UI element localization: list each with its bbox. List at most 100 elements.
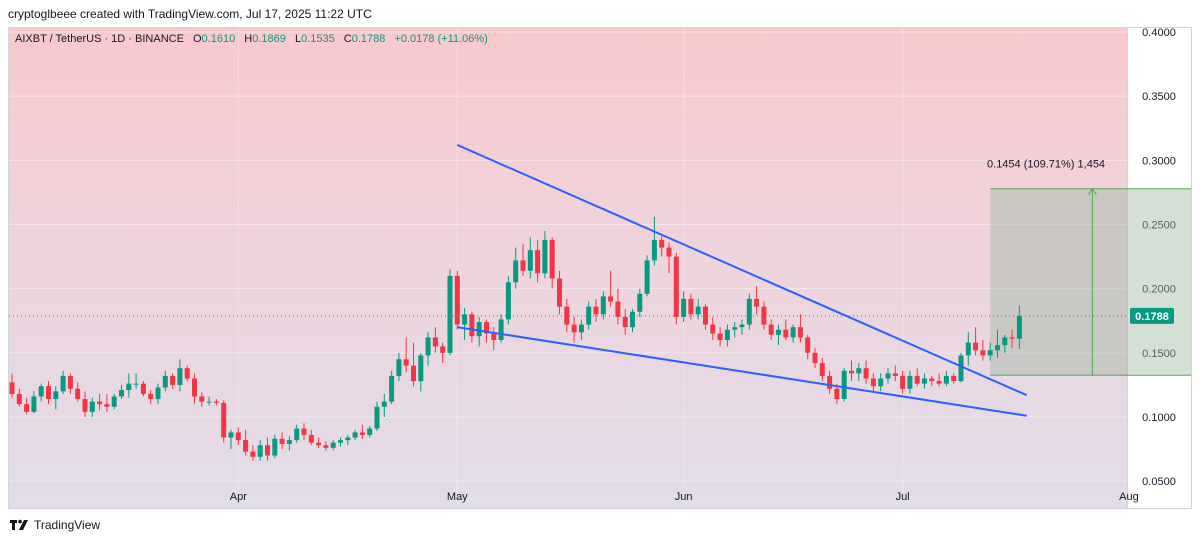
x-tick-label: Aug (1119, 491, 1139, 503)
candle-body (513, 260, 519, 283)
candle-body (1009, 337, 1015, 339)
candle-body (995, 345, 1000, 351)
candle-body (724, 329, 730, 340)
candle-body (542, 239, 548, 274)
candle-body (907, 375, 913, 389)
candle-body (294, 428, 300, 441)
trendline (457, 326, 1027, 417)
candle-body (257, 445, 263, 457)
candle-body (411, 365, 416, 382)
price-chart[interactable]: 0.0500 0.1000 0.1500 0.2000 0.2500 0.3000 0.35… (9, 28, 1192, 509)
chart-credit: cryptoglbeee created with TradingView.co… (8, 7, 372, 21)
plot-area[interactable] (9, 28, 1127, 508)
candle-body (878, 378, 884, 387)
legend-open: 0.1610 (201, 33, 236, 45)
candle-body (279, 438, 285, 444)
candle-body (739, 324, 745, 328)
y-tick-label: 0.2000 (1142, 284, 1176, 296)
candle-body (301, 428, 307, 435)
candle-body (53, 391, 59, 400)
candle-body (863, 368, 869, 379)
candle-body (97, 401, 103, 405)
tradingview-brand[interactable]: TradingView (10, 518, 100, 532)
candle-body (308, 434, 314, 443)
candle-body (243, 440, 249, 452)
candle-body (447, 275, 453, 353)
y-tick-label: 0.0500 (1142, 476, 1176, 488)
candle-body (221, 402, 227, 438)
candle-body (235, 432, 241, 441)
candle-body (38, 386, 44, 397)
last-price-badge (1130, 307, 1174, 324)
candle-body (732, 327, 738, 330)
candle-body (469, 314, 475, 337)
x-tick-label: Jul (896, 491, 910, 503)
candle-body (367, 428, 373, 435)
x-tick-label: May (447, 491, 468, 503)
candle-body (615, 301, 621, 317)
candle-body (155, 387, 161, 400)
candle-body (564, 306, 570, 325)
candle-body (206, 401, 212, 403)
candle-body (761, 306, 767, 325)
candle-body (600, 296, 606, 315)
trendline (456, 144, 1028, 397)
candle-body (754, 298, 760, 307)
candle-body (432, 337, 438, 347)
candle-body (644, 260, 650, 294)
candle-body (870, 378, 876, 387)
tradingview-logo-icon (10, 519, 28, 530)
candle-body (418, 355, 424, 382)
y-tick-label: 0.3500 (1142, 91, 1176, 103)
candle-body (834, 388, 840, 400)
candle-body (586, 306, 592, 325)
candle-body (338, 440, 343, 443)
legend-close-label: C (343, 33, 352, 45)
candle-body (717, 333, 723, 340)
candle-body (484, 322, 489, 334)
candle-body (16, 393, 22, 405)
candle-body (827, 375, 833, 389)
candle-body (695, 306, 701, 315)
candle-body (199, 396, 205, 402)
candle-body (549, 239, 555, 279)
candle-body (819, 363, 825, 376)
candle-body (892, 373, 898, 376)
candle-body (922, 378, 927, 384)
candle-body (352, 432, 358, 438)
candle-body (119, 390, 124, 397)
candle-body (805, 337, 811, 353)
legend-symbol: AIXBT / TetherUS · 1D · BINANCE (15, 33, 184, 45)
candle-body (951, 375, 957, 382)
candle-body (381, 401, 387, 407)
candle-body (462, 314, 468, 325)
symbol-legend: AIXBT / TetherUS · 1D · BINANCE O0.1610 … (15, 33, 488, 45)
candle-body (557, 278, 562, 307)
measure-box (990, 188, 1191, 376)
candle-body (520, 260, 526, 271)
candle-body (60, 375, 66, 392)
candle-body (637, 293, 643, 312)
candle-body (133, 383, 139, 385)
candle-body (914, 375, 920, 384)
candle-body (849, 370, 854, 374)
measure-label: 0.1454 (109.71%) 1,454 (987, 159, 1105, 171)
candle-body (162, 375, 168, 388)
candle-body (929, 378, 935, 382)
chart-frame[interactable]: 0.0500 0.1000 0.1500 0.2000 0.2500 0.3000 0.35… (8, 27, 1192, 509)
candle-body (389, 375, 395, 402)
candle-body (67, 375, 73, 389)
candle-body (651, 239, 657, 261)
candle-body (89, 401, 95, 412)
x-tick-label: Apr (230, 491, 247, 503)
candle-body (783, 329, 789, 338)
candle-body (900, 375, 906, 389)
candle-body (673, 256, 679, 317)
legend-change: +0.0178 (+11.06%) (394, 33, 488, 45)
candle-body (622, 316, 628, 328)
candle-body (1002, 337, 1008, 346)
candle-body (688, 298, 694, 315)
candle-body (213, 401, 219, 403)
candle-body (9, 382, 15, 394)
price-axis[interactable] (1127, 28, 1191, 508)
